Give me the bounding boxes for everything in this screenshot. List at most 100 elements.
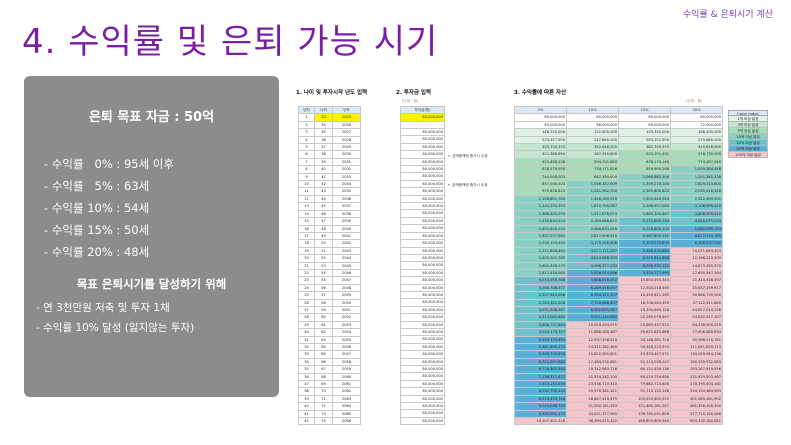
result-cell[interactable]: 8,513,379,746	[514, 394, 567, 404]
cell[interactable]: 14	[298, 209, 315, 219]
investment-cell[interactable]: 80,000,000	[400, 298, 445, 307]
result-cell[interactable]: 60,000,000	[618, 113, 671, 122]
investment-cell[interactable]: 80,000,000	[400, 253, 445, 263]
result-cell[interactable]: 105,552,401,972	[618, 394, 671, 404]
result-cell[interactable]: 121,465,262,267	[618, 402, 671, 411]
cell[interactable]: 2032	[332, 165, 361, 174]
result-cell[interactable]: 2,689,300,647	[618, 209, 671, 219]
cell[interactable]: 2031	[332, 157, 361, 167]
cell[interactable]: 28	[298, 313, 315, 322]
cell[interactable]: 2052	[332, 313, 361, 322]
cell[interactable]: 26	[298, 298, 315, 307]
result-cell[interactable]: 52,210,026,207	[618, 357, 671, 367]
result-cell[interactable]: 23,536,710,310	[566, 380, 619, 389]
result-cell[interactable]: 45,330,457,571	[618, 350, 671, 359]
cell[interactable]: 2042	[332, 239, 361, 248]
result-cell[interactable]: 72,000,000	[670, 120, 723, 130]
investment-cell[interactable]: 80,000,000	[400, 394, 445, 404]
result-cell[interactable]: 231,929,503,467	[670, 372, 723, 382]
result-cell[interactable]: 77,406,680,634	[670, 328, 723, 337]
result-cell[interactable]: 421,386,894	[514, 150, 567, 159]
cell[interactable]: 38	[314, 150, 333, 159]
cell[interactable]: 2041	[332, 231, 361, 241]
result-cell[interactable]: 66,000,000	[566, 120, 619, 130]
result-cell[interactable]: 577,710,150,068	[670, 409, 723, 419]
cell[interactable]: 64	[314, 342, 333, 352]
cell[interactable]: 69	[314, 380, 333, 389]
result-cell[interactable]: 2,189,666,872	[566, 217, 619, 226]
cell[interactable]: 2055	[332, 335, 361, 345]
investment-cell[interactable]: 80,000,000	[400, 261, 445, 270]
result-cell[interactable]: 92,968,016,761	[670, 335, 723, 345]
cell[interactable]: 2025	[332, 113, 361, 122]
result-cell[interactable]: 4,367,890,121	[618, 231, 671, 241]
investment-cell[interactable]: 80,000,000	[400, 364, 445, 374]
investment-cell[interactable]: 80,000,000	[400, 127, 445, 137]
result-cell[interactable]: 10,553,254,970	[566, 320, 619, 330]
result-cell[interactable]: 21,314,416,597	[670, 276, 723, 285]
result-cell[interactable]: 10,107,501,228	[514, 417, 567, 426]
result-cell[interactable]: 63,000,000	[514, 120, 567, 130]
result-cell[interactable]: 139,765,051,608	[618, 409, 671, 419]
cell[interactable]: 72	[314, 402, 333, 411]
result-cell[interactable]: 3,763,341,206	[514, 298, 567, 307]
result-cell[interactable]: 1,009,384,448	[670, 165, 723, 174]
cell[interactable]: 63	[314, 335, 333, 345]
cell[interactable]: 70	[314, 387, 333, 396]
investment-cell[interactable]: 80,000,000	[400, 320, 445, 329]
cell[interactable]: 46	[314, 209, 333, 219]
result-cell[interactable]: 19,294,849,128	[618, 305, 671, 315]
cell[interactable]: 66	[314, 357, 333, 367]
result-cell[interactable]: 1,309,218,104	[618, 180, 671, 189]
cell[interactable]: 51	[314, 246, 333, 256]
cell[interactable]: 3	[298, 128, 315, 137]
cell[interactable]: 45	[314, 202, 333, 211]
cell[interactable]: 74	[314, 417, 333, 426]
result-cell[interactable]: 334,154,484,993	[670, 387, 723, 396]
result-cell[interactable]: 1,291,261,338	[670, 172, 723, 182]
result-cell[interactable]: 1,056,347,909	[566, 180, 619, 189]
result-cell[interactable]: 25,689,437,972	[618, 320, 671, 330]
cell[interactable]: 2027	[332, 128, 361, 137]
result-cell[interactable]: 1,108,851,764	[514, 194, 567, 204]
investment-cell[interactable]: 80,000,000	[400, 342, 445, 352]
result-cell[interactable]: 2,817,496,915	[566, 231, 619, 241]
result-cell[interactable]: 37,122,511,880	[670, 298, 723, 307]
investment-cell[interactable]: 80,000,000	[400, 135, 445, 144]
result-cell[interactable]: 69,000,000	[618, 120, 671, 130]
result-cell[interactable]: 6,249,478,097	[566, 283, 619, 293]
result-cell[interactable]: 12,937,438,514	[566, 335, 619, 345]
investment-cell[interactable]	[400, 120, 445, 130]
investment-cell[interactable]: 80,000,000	[400, 179, 445, 189]
cell[interactable]: 2037	[332, 202, 361, 211]
result-cell[interactable]: 79,682,723,606	[618, 380, 671, 389]
cell[interactable]: 44	[314, 194, 333, 204]
result-cell[interactable]: 2,035,416,326	[670, 187, 723, 196]
result-cell[interactable]: 30,868,759,900	[670, 291, 723, 300]
cell[interactable]: 53	[314, 261, 333, 270]
cell[interactable]: 48	[314, 224, 333, 233]
result-cell[interactable]: 12,504,018,495	[618, 283, 671, 293]
result-cell[interactable]: 9,019,048,733	[514, 402, 567, 411]
investment-cell[interactable]: 80,000,000	[400, 335, 445, 344]
cell[interactable]: 2064	[332, 402, 361, 411]
cell[interactable]: 38	[298, 387, 315, 396]
result-cell[interactable]: 3,577,171,267	[566, 246, 619, 256]
cell[interactable]: 2051	[332, 305, 361, 315]
cell[interactable]: 39	[314, 157, 333, 167]
result-cell[interactable]: 520,151,431	[618, 150, 671, 159]
result-cell[interactable]: 887,589,009	[566, 172, 619, 182]
investment-cell[interactable]: 80,000,000	[400, 239, 445, 248]
result-cell[interactable]: 152,600,000	[566, 128, 619, 137]
result-cell[interactable]: 9,550,001,170	[514, 409, 567, 419]
cell[interactable]: 23	[298, 276, 315, 285]
investment-cell[interactable]: 80,000,000	[400, 194, 445, 204]
cell[interactable]: 2026	[332, 120, 361, 130]
investment-cell[interactable]: 80,000,000	[400, 231, 445, 241]
result-cell[interactable]: 467,910,600	[566, 150, 619, 159]
cell[interactable]: 50	[314, 239, 333, 248]
result-cell[interactable]: 17,695,347,164	[670, 268, 723, 278]
cell[interactable]: 1	[298, 113, 315, 122]
result-cell[interactable]: 34,146,281,718	[618, 335, 671, 345]
cell[interactable]: 6	[298, 150, 315, 159]
